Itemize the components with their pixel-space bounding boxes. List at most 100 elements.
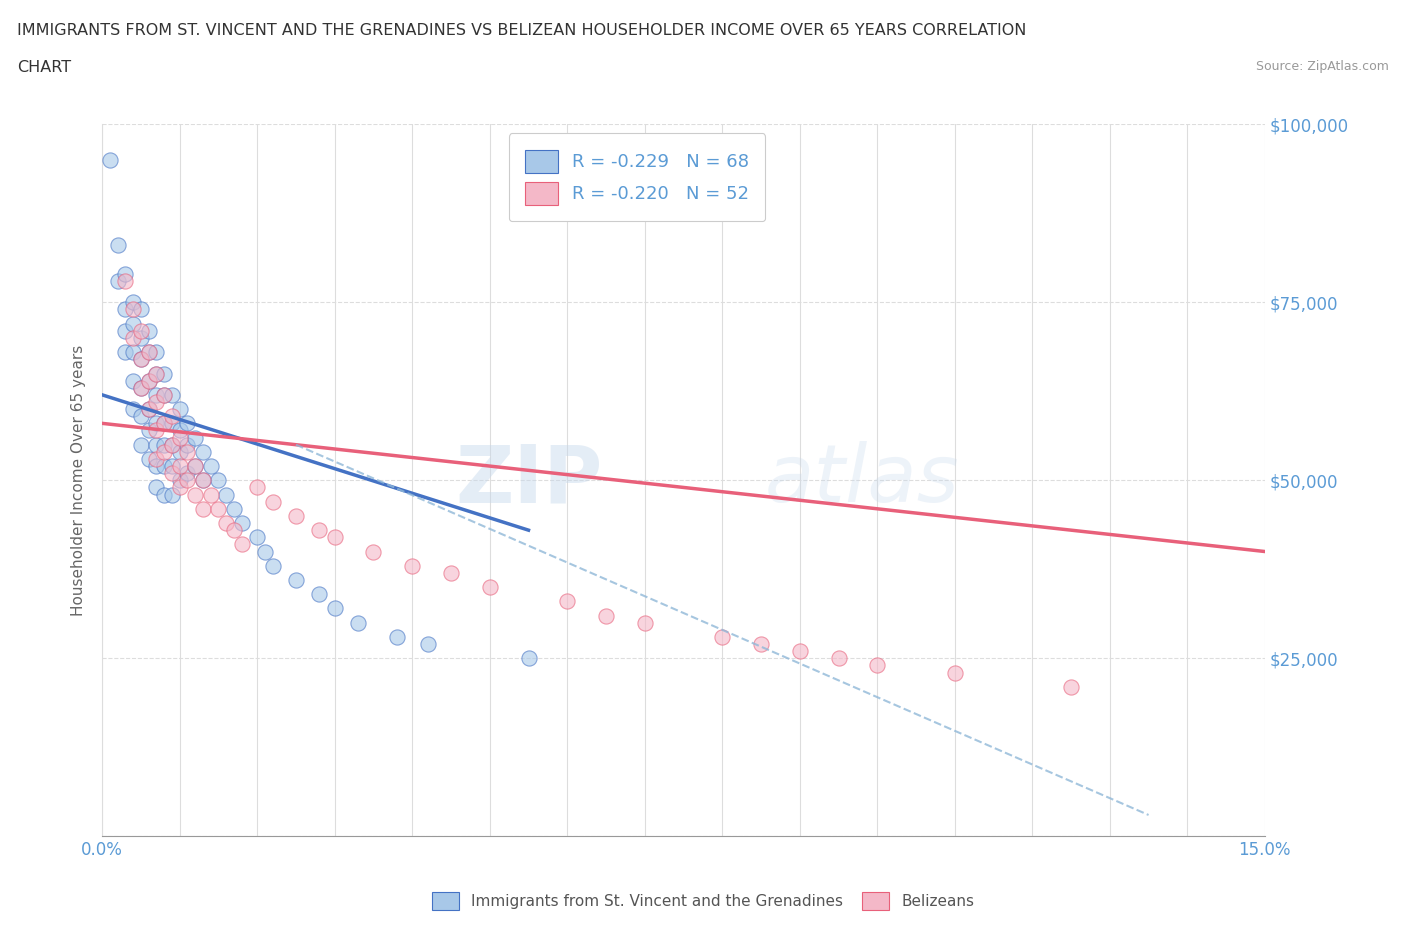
Point (153, 437, 176, 452)
Point (153, 445, 176, 459)
Point (129, 380, 152, 395)
Point (222, 523, 245, 538)
Point (129, 409, 152, 424)
Text: CHART: CHART (17, 60, 70, 75)
Point (285, 573, 308, 588)
Point (191, 472, 214, 487)
Point (153, 458, 176, 473)
Point (200, 487, 222, 502)
Point (138, 452, 160, 467)
Point (122, 330, 145, 345)
Point (107, 238, 129, 253)
Point (200, 458, 222, 473)
Point (555, 594, 578, 609)
Point (138, 324, 160, 339)
Point (129, 302, 152, 317)
Point (114, 324, 136, 339)
Point (160, 437, 183, 452)
Point (231, 537, 253, 551)
Point (222, 501, 245, 516)
Point (114, 302, 136, 317)
Point (160, 466, 183, 481)
Point (114, 266, 136, 281)
Point (262, 494, 284, 509)
Point (308, 523, 330, 538)
Point (107, 273, 129, 288)
Point (191, 445, 214, 459)
Point (184, 458, 207, 473)
Point (595, 608, 617, 623)
Point (827, 651, 849, 666)
Point (138, 345, 160, 360)
Point (749, 637, 772, 652)
Point (943, 665, 966, 680)
Point (262, 558, 284, 573)
Point (160, 458, 183, 473)
Legend: R = -0.229   N = 68, R = -0.220   N = 52: R = -0.229 N = 68, R = -0.220 N = 52 (509, 133, 765, 221)
Point (347, 616, 370, 631)
Point (160, 487, 183, 502)
Point (145, 345, 167, 360)
Point (169, 458, 191, 473)
Point (323, 601, 346, 616)
Point (98, 153, 121, 167)
Point (363, 544, 385, 559)
Point (114, 345, 136, 360)
Point (176, 416, 198, 431)
Point (440, 565, 463, 580)
Point (169, 472, 191, 487)
Point (1060, 680, 1083, 695)
Point (215, 515, 238, 530)
Point (176, 445, 198, 459)
Point (138, 423, 160, 438)
Point (145, 452, 167, 467)
Point (129, 352, 152, 366)
Point (285, 509, 308, 524)
Point (129, 352, 152, 366)
Point (138, 373, 160, 388)
Legend: Immigrants from St. Vincent and the Grenadines, Belizeans: Immigrants from St. Vincent and the Gren… (425, 884, 981, 918)
Point (215, 487, 238, 502)
Point (160, 388, 183, 403)
Point (169, 431, 191, 445)
Point (176, 466, 198, 481)
Point (160, 437, 183, 452)
Point (145, 437, 167, 452)
Point (246, 530, 269, 545)
Point (207, 501, 229, 516)
Point (253, 544, 276, 559)
Point (169, 402, 191, 417)
Point (711, 630, 734, 644)
Point (114, 273, 136, 288)
Point (308, 587, 330, 602)
Point (145, 388, 167, 403)
Point (138, 345, 160, 360)
Point (169, 480, 191, 495)
Text: Source: ZipAtlas.com: Source: ZipAtlas.com (1256, 60, 1389, 73)
Text: ZIP: ZIP (456, 442, 602, 519)
Point (207, 472, 229, 487)
Point (517, 651, 540, 666)
Point (153, 416, 176, 431)
Point (145, 480, 167, 495)
Point (478, 579, 501, 594)
Point (129, 380, 152, 395)
Point (122, 373, 145, 388)
Point (160, 416, 183, 431)
Point (401, 558, 423, 573)
Point (184, 487, 207, 502)
Point (789, 644, 811, 658)
Point (153, 388, 176, 403)
Point (129, 324, 152, 339)
Point (176, 437, 198, 452)
Point (153, 366, 176, 381)
Point (138, 373, 160, 388)
Point (191, 472, 214, 487)
Point (122, 402, 145, 417)
Point (385, 630, 408, 644)
Point (153, 487, 176, 502)
Point (138, 402, 160, 417)
Point (153, 416, 176, 431)
Point (145, 394, 167, 409)
Point (416, 637, 439, 652)
